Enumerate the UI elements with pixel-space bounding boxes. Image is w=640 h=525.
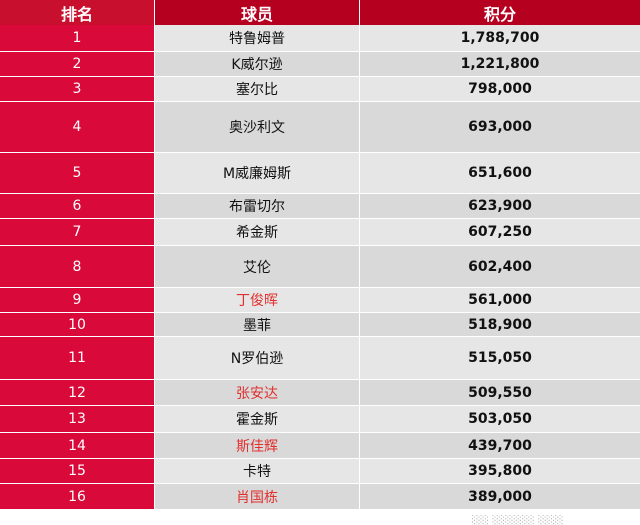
header-rank: 排名: [0, 0, 155, 25]
rank-cell: 1: [0, 25, 155, 51]
rank-cell: 2: [0, 52, 155, 76]
rank-cell: 4: [0, 102, 155, 152]
table-row: 14 斯佳辉 439,700: [0, 432, 640, 458]
table-row: 11 N罗伯逊 515,050: [0, 336, 640, 379]
table-row: 6 布雷切尔 623,900: [0, 193, 640, 218]
player-cell: 肖国栋: [155, 484, 360, 509]
points-cell: 651,600: [360, 153, 640, 193]
rank-cell: 8: [0, 246, 155, 287]
player-cell: 张安达: [155, 380, 360, 405]
table-row: 12 张安达 509,550: [0, 379, 640, 405]
rank-cell: 14: [0, 433, 155, 458]
points-cell: 1,221,800: [360, 52, 640, 76]
points-cell: 623,900: [360, 194, 640, 218]
points-cell: 509,550: [360, 380, 640, 405]
rank-cell: 11: [0, 337, 155, 379]
rank-cell: 12: [0, 380, 155, 405]
player-cell: 布雷切尔: [155, 194, 360, 218]
rank-cell: 15: [0, 459, 155, 483]
player-cell: 艾伦: [155, 246, 360, 287]
points-cell: 395,800: [360, 459, 640, 483]
rank-cell: 6: [0, 194, 155, 218]
points-cell: 693,000: [360, 102, 640, 152]
rank-cell: 9: [0, 288, 155, 312]
points-cell: 503,050: [360, 406, 640, 432]
table-row: 4 奥沙利文 693,000: [0, 101, 640, 152]
player-cell: 墨菲: [155, 313, 360, 336]
rank-cell: 7: [0, 219, 155, 245]
player-cell: N罗伯逊: [155, 337, 360, 379]
table-row: 3 塞尔比 798,000: [0, 76, 640, 101]
table-row: 5 M威廉姆斯 651,600: [0, 152, 640, 193]
table-row: 9 丁俊晖 561,000: [0, 287, 640, 312]
rank-cell: 16: [0, 484, 155, 509]
player-cell: 希金斯: [155, 219, 360, 245]
rank-cell: 5: [0, 153, 155, 193]
rank-cell: 13: [0, 406, 155, 432]
player-cell: 斯佳辉: [155, 433, 360, 458]
player-cell: 塞尔比: [155, 77, 360, 101]
points-cell: 518,900: [360, 313, 640, 336]
player-cell: 卡特: [155, 459, 360, 483]
player-cell: 丁俊晖: [155, 288, 360, 312]
points-cell: 561,000: [360, 288, 640, 312]
points-cell: 602,400: [360, 246, 640, 287]
player-cell: 霍金斯: [155, 406, 360, 432]
player-cell: 奥沙利文: [155, 102, 360, 152]
player-cell: 特鲁姆普: [155, 25, 360, 51]
table-row: 16 肖国栋 389,000: [0, 483, 640, 509]
table-row: 10 墨菲 518,900: [0, 312, 640, 336]
table-row: 8 艾伦 602,400: [0, 245, 640, 287]
points-cell: 607,250: [360, 219, 640, 245]
header-player: 球员: [155, 0, 360, 25]
table-row: 1 特鲁姆普 1,788,700: [0, 25, 640, 51]
points-cell: 439,700: [360, 433, 640, 458]
table-row: 13 霍金斯 503,050: [0, 405, 640, 432]
table-row: 7 希金斯 607,250: [0, 218, 640, 245]
table-row: 15 卡特 395,800: [0, 458, 640, 483]
points-cell: 798,000: [360, 77, 640, 101]
rank-cell: 3: [0, 77, 155, 101]
player-cell: K威尔逊: [155, 52, 360, 76]
player-cell: M威廉姆斯: [155, 153, 360, 193]
points-cell: 515,050: [360, 337, 640, 379]
points-cell: 1,788,700: [360, 25, 640, 51]
table-header: 排名 球员 积分: [0, 0, 640, 25]
points-cell: 389,000: [360, 484, 640, 509]
table-row: 2 K威尔逊 1,221,800: [0, 51, 640, 76]
rank-cell: 10: [0, 313, 155, 336]
header-points: 积分: [360, 0, 640, 25]
watermark: ░░ ░░░░░ ░░░: [472, 515, 564, 525]
table-body: 1 特鲁姆普 1,788,700 2 K威尔逊 1,221,800 3 塞尔比 798,000 4…: [0, 25, 640, 509]
